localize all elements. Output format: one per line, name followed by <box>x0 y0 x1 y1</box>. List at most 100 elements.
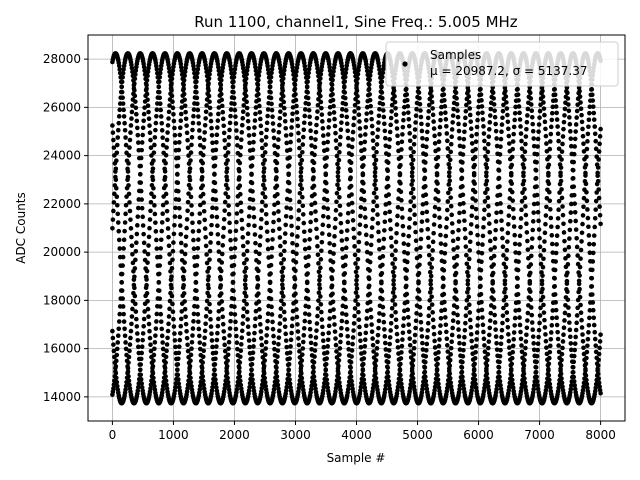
data-point <box>269 107 275 113</box>
data-point <box>491 96 496 101</box>
data-point <box>483 377 488 383</box>
data-point <box>385 160 391 165</box>
data-point <box>191 311 197 317</box>
data-point <box>128 130 133 135</box>
data-point <box>463 244 469 249</box>
data-point <box>297 199 302 205</box>
data-point <box>196 326 202 332</box>
data-point <box>228 107 234 112</box>
data-point <box>218 274 223 280</box>
data-point <box>463 115 468 121</box>
data-point <box>215 118 221 123</box>
data-point <box>272 383 277 389</box>
data-point <box>113 169 118 174</box>
data-point <box>395 205 401 210</box>
data-point <box>554 322 560 328</box>
data-point <box>283 338 289 343</box>
data-point <box>514 292 519 298</box>
data-point <box>378 287 384 293</box>
data-point <box>347 358 352 364</box>
data-point <box>399 139 405 145</box>
data-point <box>327 241 332 246</box>
data-point <box>320 331 326 337</box>
data-point <box>568 210 574 215</box>
data-point <box>493 327 498 332</box>
data-point <box>178 118 184 124</box>
data-point <box>400 124 406 130</box>
data-point <box>152 135 158 140</box>
data-point <box>286 372 292 378</box>
data-point <box>508 170 514 176</box>
data-point <box>399 385 405 390</box>
data-point <box>321 338 326 344</box>
data-point <box>245 231 251 237</box>
data-point <box>247 344 252 350</box>
data-point <box>584 190 589 195</box>
data-point <box>239 122 245 128</box>
data-point <box>253 64 258 70</box>
data-point <box>117 67 123 72</box>
data-point <box>437 124 443 130</box>
data-point <box>430 248 435 253</box>
data-point <box>211 164 217 169</box>
data-point <box>583 366 588 372</box>
data-point <box>480 242 485 247</box>
data-point <box>535 341 541 347</box>
data-point <box>337 149 342 155</box>
data-point <box>170 301 175 307</box>
data-point <box>131 282 137 288</box>
data-point <box>473 381 478 387</box>
data-point <box>291 72 296 78</box>
data-point <box>261 174 267 179</box>
data-point <box>579 239 584 244</box>
data-point <box>445 349 451 354</box>
data-point <box>494 383 500 388</box>
data-point <box>365 76 371 82</box>
data-point <box>476 250 481 255</box>
data-point <box>499 129 504 135</box>
data-point <box>118 75 124 80</box>
data-point <box>511 131 516 137</box>
data-point <box>480 117 486 122</box>
data-point <box>213 188 218 194</box>
data-point <box>116 228 122 234</box>
data-point <box>240 235 246 240</box>
data-point <box>259 130 264 136</box>
data-point <box>422 370 427 375</box>
data-point <box>593 385 599 391</box>
data-point <box>506 388 512 393</box>
data-point <box>544 204 549 210</box>
data-point <box>182 260 187 265</box>
data-point <box>169 285 174 291</box>
data-point <box>556 198 562 204</box>
data-point <box>245 324 251 330</box>
data-point <box>352 244 357 249</box>
data-point <box>549 117 555 123</box>
data-point <box>310 185 315 190</box>
data-point <box>577 273 582 278</box>
data-point <box>410 157 416 163</box>
data-point <box>270 121 276 126</box>
data-point <box>511 337 516 342</box>
data-point <box>373 165 378 171</box>
data-point <box>171 240 176 245</box>
data-point <box>529 108 535 114</box>
data-point <box>262 158 268 163</box>
data-point <box>533 167 538 173</box>
data-point <box>162 364 167 369</box>
data-point <box>121 311 126 317</box>
data-point <box>575 305 580 311</box>
data-point <box>434 366 440 372</box>
data-point <box>534 184 539 189</box>
data-point <box>221 329 227 334</box>
data-point <box>258 225 264 231</box>
data-point <box>384 185 390 190</box>
data-point <box>466 265 472 270</box>
data-point <box>376 63 382 69</box>
data-point <box>346 143 351 148</box>
data-point <box>212 172 217 177</box>
data-point <box>463 235 468 241</box>
data-point <box>271 128 276 133</box>
data-point <box>128 335 133 341</box>
data-point <box>113 364 119 369</box>
